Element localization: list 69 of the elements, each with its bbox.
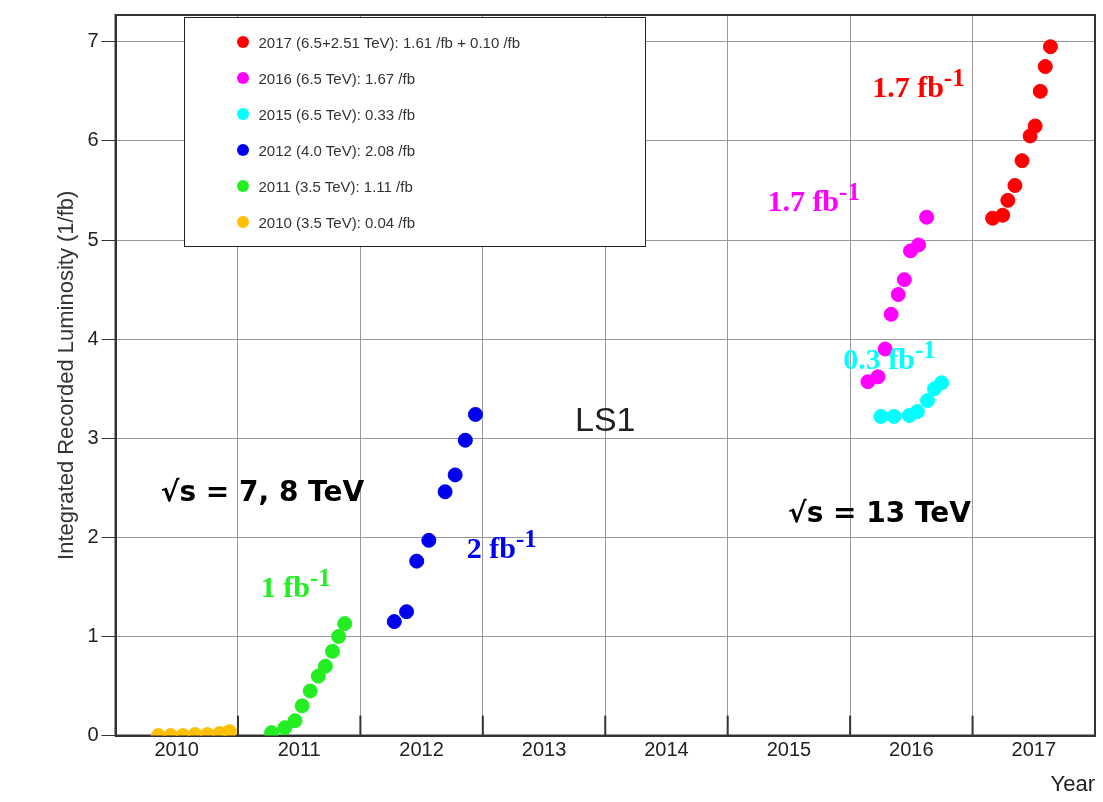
- annotation: √s = 7, 8 TeV: [160, 474, 365, 508]
- legend-label: 2010 (3.5 TeV): 0.04 /fb: [258, 213, 416, 231]
- point: [317, 658, 333, 674]
- legend-label: 2012 (4.0 TeV): 2.08 /fb: [258, 141, 416, 159]
- y-tick-label: 4: [87, 326, 99, 349]
- annotation: 1.7 fb$^{-1}$: [872, 63, 965, 104]
- x-tick-label: 2014: [644, 738, 689, 761]
- point: [934, 375, 950, 391]
- legend-label: 2011 (3.5 TeV): 1.11 /fb: [258, 177, 413, 195]
- x-tick-label: 2011: [277, 738, 321, 761]
- point: [1007, 177, 1023, 193]
- y-tick-label: 1: [87, 624, 99, 646]
- point: [896, 272, 912, 288]
- legend-label: 2015 (6.5 TeV): 0.33 /fb: [258, 105, 416, 123]
- y-axis-title: Integrated Recorded Luminosity (1/fb): [53, 190, 79, 560]
- point: [447, 467, 463, 483]
- point: [337, 616, 353, 632]
- point: [302, 683, 318, 699]
- point: [870, 369, 886, 385]
- point: [437, 484, 453, 500]
- point: [287, 713, 303, 729]
- point: [919, 209, 935, 225]
- point: [294, 698, 310, 714]
- x-tick-label: 2010: [154, 738, 199, 761]
- point: [1042, 39, 1058, 55]
- x-tick-label: 2013: [521, 738, 567, 761]
- x-axis-title: Year: [1050, 770, 1095, 796]
- point: [221, 724, 237, 736]
- point: [886, 408, 902, 424]
- x-tick-label: 2017: [1011, 738, 1057, 761]
- annotation: √s = 13 TeV: [787, 495, 972, 529]
- point: [421, 532, 437, 548]
- point: [467, 406, 483, 422]
- point: [1027, 118, 1043, 134]
- annotation: 0.3 fb$^{-1}$: [843, 335, 936, 376]
- point: [995, 207, 1011, 223]
- y-tick-label: 7: [87, 29, 99, 52]
- point: [386, 614, 402, 630]
- x-tick-label: 2012: [399, 738, 444, 761]
- x-tick-label: 2016: [889, 738, 934, 761]
- point: [409, 553, 425, 569]
- point: [1014, 153, 1030, 169]
- point: [911, 237, 927, 253]
- annotation: 1 fb$^{-1}$: [260, 563, 331, 604]
- legend-label: 2016 (6.5 TeV): 1.67 /fb: [258, 69, 416, 87]
- annotation: LS1: [575, 399, 636, 439]
- point: [1000, 192, 1016, 208]
- point: [324, 643, 340, 659]
- point: [457, 432, 473, 448]
- point: [310, 668, 326, 684]
- point: [920, 393, 936, 409]
- point: [883, 306, 899, 322]
- legend-label: 2017 (6.5+2.51 TeV): 1.61 /fb + 0.10 /fb: [258, 33, 521, 51]
- point: [1037, 59, 1053, 75]
- x-tick-label: 2015: [766, 738, 812, 761]
- point: [277, 720, 293, 736]
- annotation: 1.7 fb$^{-1}$: [767, 178, 860, 219]
- y-tick-label: 3: [87, 425, 99, 448]
- point: [1032, 83, 1048, 99]
- annotation: 2 fb$^{-1}$: [466, 525, 537, 566]
- y-tick-label: 5: [87, 227, 99, 250]
- point: [890, 287, 906, 303]
- y-tick-label: 0: [87, 723, 99, 746]
- point: [873, 408, 889, 424]
- point: [909, 403, 925, 419]
- point: [399, 604, 415, 620]
- point: [331, 628, 347, 644]
- y-tick-label: 6: [87, 128, 99, 151]
- y-tick-label: 2: [87, 524, 99, 547]
